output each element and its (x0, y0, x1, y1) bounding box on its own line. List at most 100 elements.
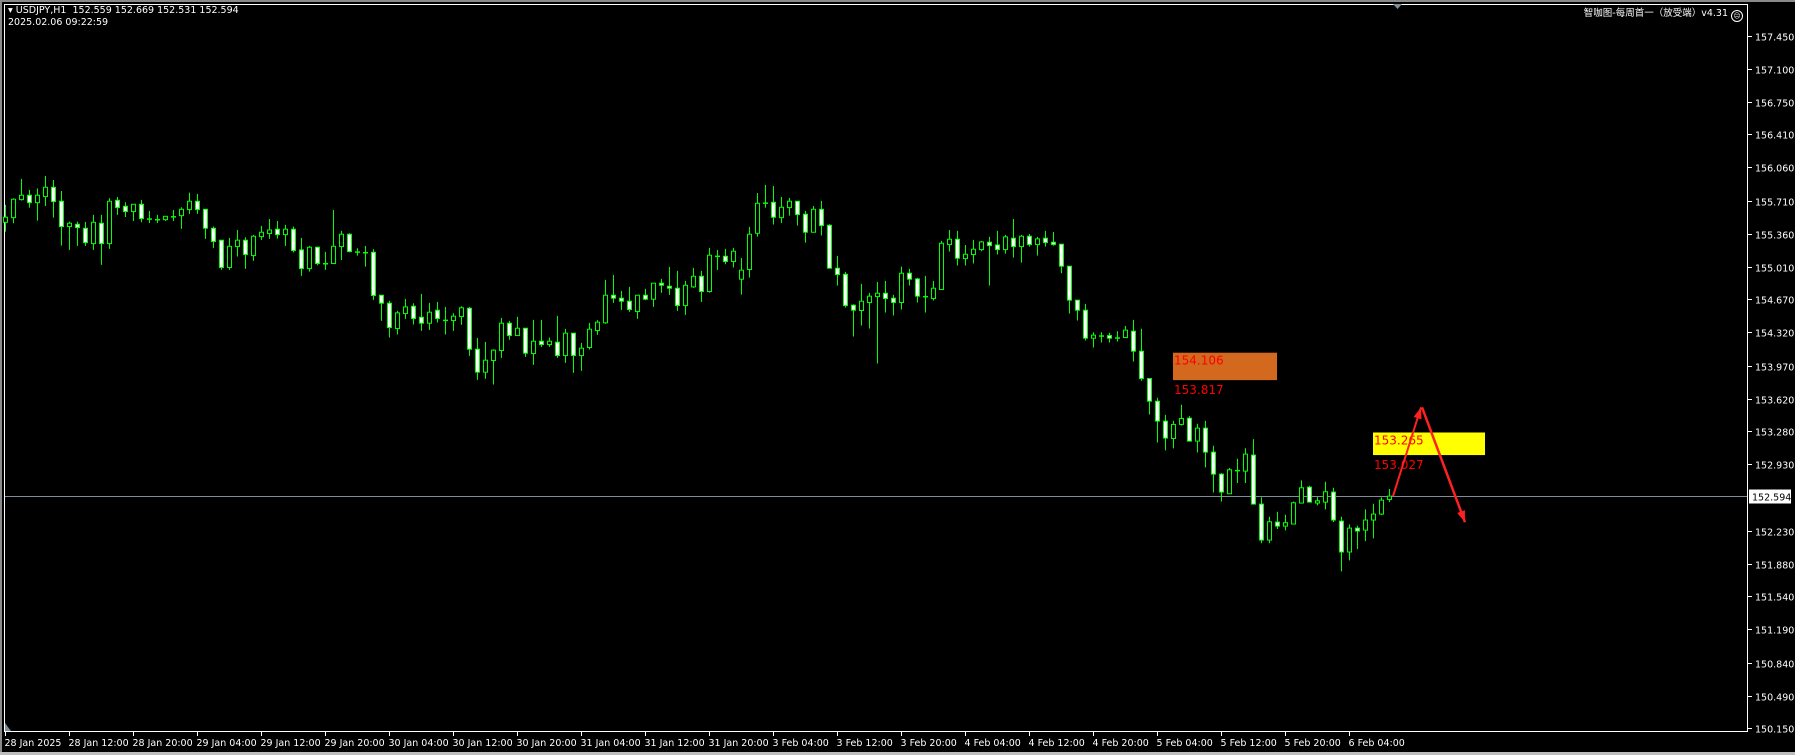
candle (675, 270, 680, 311)
time-tick-label: 30 Jan 20:00 (517, 738, 577, 749)
candle-body (1387, 495, 1392, 500)
candle (1219, 473, 1224, 502)
candle (507, 320, 512, 340)
candle (1179, 404, 1184, 426)
arrow-down-icon (1420, 406, 1467, 523)
candle-body (1059, 243, 1064, 267)
candle-body (91, 221, 96, 245)
candle-body (731, 250, 736, 263)
candle-body (1363, 519, 1368, 531)
arrow-shaft (1392, 407, 1422, 497)
candle-body (1299, 487, 1304, 504)
candle-body (315, 246, 320, 265)
candle-body (579, 347, 584, 357)
chart-shift-marker-icon[interactable] (1393, 4, 1402, 9)
price-zone (1173, 352, 1277, 381)
time-tick-label: 6 Feb 04:00 (1349, 738, 1405, 749)
candle (459, 306, 464, 325)
candle (355, 248, 360, 256)
candle (931, 280, 936, 301)
candle (147, 210, 152, 223)
candle-body (1379, 499, 1384, 515)
candle-body (947, 238, 952, 246)
candle (843, 271, 848, 308)
candle-body (1227, 469, 1232, 495)
candle-body (979, 241, 984, 251)
candle-body (963, 253, 968, 260)
sad-face-icon: ☹ (1731, 10, 1743, 22)
candle-body (587, 328, 592, 348)
candle-body (1179, 417, 1184, 425)
candle (331, 209, 336, 265)
candle (987, 236, 992, 286)
candle-body (1035, 238, 1040, 246)
candle (67, 221, 72, 250)
candle (347, 233, 352, 253)
candle (851, 304, 856, 337)
candle (1043, 230, 1048, 247)
candle-body (35, 194, 40, 204)
candle-body (907, 272, 912, 280)
candle-body (1259, 503, 1264, 541)
candle-body (67, 222, 72, 228)
candle (1139, 328, 1144, 381)
candle (1067, 265, 1072, 314)
candle-body (163, 215, 168, 221)
price-zones: 154.106 153.817 153.265 153.027 (1173, 352, 1485, 472)
candle-body (1091, 334, 1096, 339)
candle-body (307, 246, 312, 270)
candle-body (835, 267, 840, 276)
time-axis[interactable]: 28 Jan 2025 28 Jan 12:00 28 Jan 20:00 29 Ja… (5, 732, 1405, 749)
candle (379, 294, 384, 321)
price-tick-label: 155.360 (1755, 231, 1794, 242)
candle (835, 255, 840, 286)
time-tick-label: 29 Jan 20:00 (325, 738, 385, 749)
candle (683, 280, 688, 315)
candle-body (811, 208, 816, 233)
candle (171, 209, 176, 221)
candle-body (851, 304, 856, 311)
candle (187, 192, 192, 214)
time-tick-label: 30 Jan 12:00 (453, 738, 513, 749)
candle (499, 317, 504, 358)
candle (899, 266, 904, 310)
price-tick-label: 151.540 (1755, 593, 1794, 604)
candle-body (235, 239, 240, 248)
candle-body (971, 248, 976, 256)
collapse-triangle-icon[interactable]: ▾ (8, 5, 16, 16)
scroll-start-marker-icon (5, 723, 11, 731)
candle-body (251, 235, 256, 257)
candle-body (1315, 500, 1320, 504)
candle-body (267, 229, 272, 235)
candle (907, 268, 912, 286)
candle-body (1355, 527, 1360, 532)
arrow-head (1457, 510, 1465, 523)
candle (267, 218, 272, 239)
price-tick-label: 150.490 (1755, 693, 1794, 704)
candle-body (955, 238, 960, 259)
candle (579, 342, 584, 371)
candle-body (739, 269, 744, 280)
candle-body (1123, 329, 1128, 339)
candle-body (683, 284, 688, 307)
candle (731, 247, 736, 268)
candle-body (507, 322, 512, 337)
candle (1131, 319, 1136, 362)
candle (299, 237, 304, 276)
candle (427, 302, 432, 330)
candle-body (139, 203, 144, 220)
time-tick-label: 5 Feb 04:00 (1157, 738, 1213, 749)
candle-body (651, 282, 656, 300)
candle-body (779, 206, 784, 219)
zone-upper-label: 154.106 (1174, 354, 1224, 368)
price-axis[interactable]: 157.450 157.100 156.750 156.410 156.060 155.7… (1748, 33, 1794, 736)
time-tick-label: 3 Feb 12:00 (837, 738, 893, 749)
candle (875, 281, 880, 364)
candle-body (691, 275, 696, 288)
candle-body (883, 292, 888, 300)
candle (99, 214, 104, 265)
candle-body (571, 332, 576, 357)
candle-body (1131, 330, 1136, 352)
candle (467, 306, 472, 356)
